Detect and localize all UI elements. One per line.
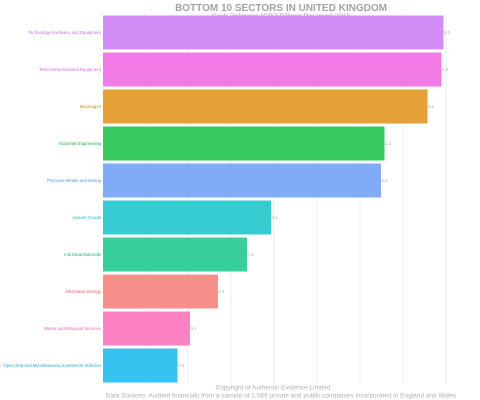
value-label: 0.2 [444, 30, 451, 35]
value-label: 0.2 [382, 178, 389, 183]
value-label: 0.1 [272, 215, 279, 220]
bar[interactable] [103, 311, 190, 346]
value-label: 0.2 [442, 67, 449, 72]
category-label: Industrial Materials [64, 252, 102, 257]
bar[interactable] [103, 163, 381, 198]
category-label: Technology Hardware and Equipment [28, 30, 102, 35]
category-label: Telecommunications Equipment [39, 67, 102, 72]
category-label: Waste and Disposal Services [44, 326, 102, 331]
value-label: 0.1 [219, 289, 226, 294]
value-label: 0.2 [385, 141, 392, 146]
bar[interactable] [103, 274, 218, 309]
bars [103, 15, 444, 383]
category-label: Leisure Goods [72, 215, 101, 220]
category-label: Industrial Engineering [59, 141, 102, 146]
category-label: Open End and Miscellaneous Investment Ve… [3, 363, 101, 368]
category-label: Precious Metals and Mining [47, 178, 101, 183]
bar[interactable] [103, 52, 442, 87]
bar[interactable] [103, 126, 385, 161]
category-labels: Technology Hardware and Equipment Telecom… [3, 30, 101, 368]
bar[interactable] [103, 348, 178, 383]
chart-title: BOTTOM 10 SECTORS IN UNITED KINGDOM [175, 3, 387, 14]
data-source-text: Data Sources: Audited financials from a … [106, 393, 457, 400]
value-label: 0.2 [428, 104, 435, 109]
bar[interactable] [103, 200, 271, 235]
category-label: Alternative Energy [65, 289, 102, 294]
bar[interactable] [103, 89, 428, 124]
value-labels: 0.2 0.2 0.2 0.2 0.2 0.1 0.1 0.1 0.1 0.0 [178, 30, 451, 368]
bar[interactable] [103, 15, 444, 50]
value-label: 0.1 [191, 326, 198, 331]
copyright-text: Copyright of Authentic Evidence Limited [216, 385, 331, 392]
category-label: Beverages [80, 104, 102, 109]
value-label: 0.0 [178, 363, 185, 368]
bar[interactable] [103, 237, 247, 272]
value-label: 0.1 [248, 252, 255, 257]
